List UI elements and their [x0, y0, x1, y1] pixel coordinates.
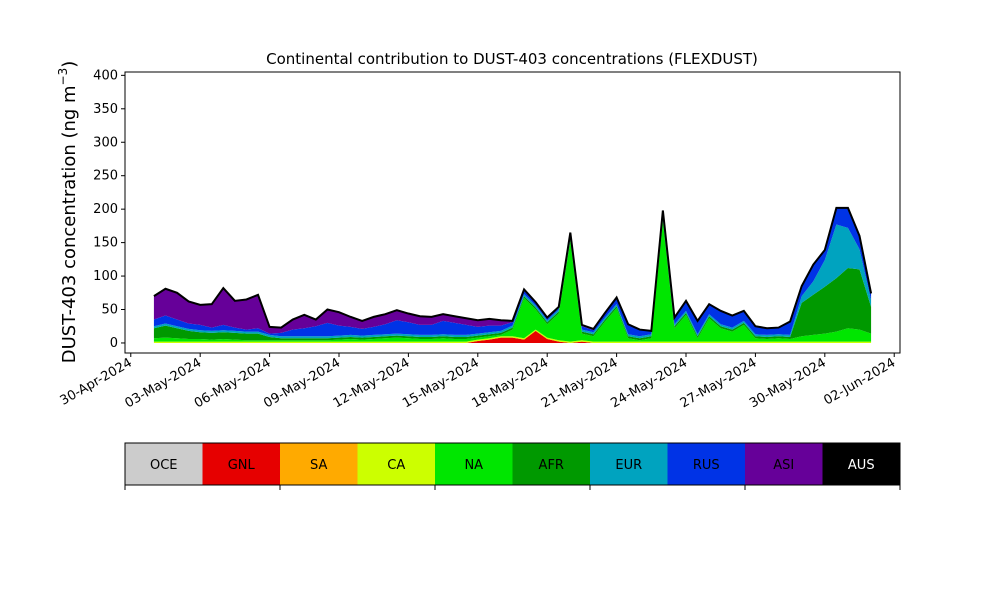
chart-title: Continental contribution to DUST-403 con… — [266, 50, 758, 68]
area-gnl — [153, 330, 872, 343]
y-tick-label-400: 400 — [93, 68, 118, 83]
x-tick-label-2024-05-24: 24-May-2024 — [608, 355, 690, 411]
x-axis: 30-Apr-202403-May-202406-May-202409-May-… — [58, 353, 898, 411]
legend-swatch-afr — [512, 443, 590, 485]
total-line — [153, 206, 873, 333]
y-tick-label-50: 50 — [101, 303, 118, 318]
y-tick-label-350: 350 — [93, 102, 118, 117]
total-line-layer — [153, 206, 873, 333]
y-axis-label-end: ) — [59, 61, 80, 68]
legend-label-rus: RUS — [693, 458, 720, 473]
legend-label-ca: CA — [387, 458, 405, 473]
legend-swatch-gnl — [202, 443, 280, 485]
y-tick-label-250: 250 — [93, 169, 118, 184]
plot-frame — [124, 71, 901, 354]
y-axis-label: DUST-403 concentration (ng m−3) — [56, 61, 80, 364]
x-tick-label-2024-05-06: 06-May-2024 — [192, 355, 274, 411]
legend-swatch-asi — [745, 443, 823, 485]
legend-swatch-rus — [667, 443, 745, 485]
y-axis-label-sup: −3 — [56, 68, 70, 86]
legend-label-aus: AUS — [848, 458, 875, 473]
x-tick-label-2024-05-09: 09-May-2024 — [261, 355, 343, 411]
legend-swatch-aus — [822, 443, 900, 485]
stacked-areas — [153, 207, 872, 343]
legend-frame — [124, 442, 901, 486]
x-tick-label-2024-05-12: 12-May-2024 — [331, 355, 413, 411]
legend-label-na: NA — [464, 458, 483, 473]
legend-label-gnl: GNL — [228, 458, 256, 473]
x-tick-label-2024-05-21: 21-May-2024 — [539, 355, 621, 411]
y-tick-label-300: 300 — [93, 135, 118, 150]
x-tick-label-2024-05-30: 30-May-2024 — [747, 355, 829, 411]
legend-swatch-ca — [357, 443, 435, 485]
y-tick-label-100: 100 — [93, 269, 118, 284]
legend-label-sa: SA — [310, 458, 327, 473]
y-axis-label-main: DUST-403 concentration (ng m — [59, 85, 80, 363]
x-tick-label-2024-05-27: 27-May-2024 — [678, 355, 760, 411]
legend-label-eur: EUR — [615, 458, 642, 473]
legend-swatch-oce — [125, 443, 203, 485]
legend-label-asi: ASI — [773, 458, 794, 473]
x-tick-label-2024-05-18: 18-May-2024 — [470, 355, 552, 411]
legend-swatch-sa — [280, 443, 358, 485]
legend-label-afr: AFR — [539, 458, 564, 473]
x-tick-label-2024-05-15: 15-May-2024 — [400, 355, 482, 411]
x-tick-label-2024-06-02: 02-Jun-2024 — [821, 355, 898, 408]
area-asi — [153, 207, 872, 334]
legend-colorbar: OCE GNL SA CA NA AFR EUR RUS ASI AUS — [124, 442, 901, 490]
legend-label-oce: OCE — [150, 458, 178, 473]
y-tick-label-200: 200 — [93, 202, 118, 217]
y-axis: 0 50 100 150 200 250 300 350 400 — [93, 68, 125, 351]
area-afr — [153, 219, 872, 341]
legend-swatch-na — [435, 443, 513, 485]
y-tick-label-150: 150 — [93, 236, 118, 251]
y-tick-label-0: 0 — [110, 336, 118, 351]
legend-swatch-eur — [590, 443, 668, 485]
x-tick-label-2024-05-03: 03-May-2024 — [123, 355, 205, 411]
